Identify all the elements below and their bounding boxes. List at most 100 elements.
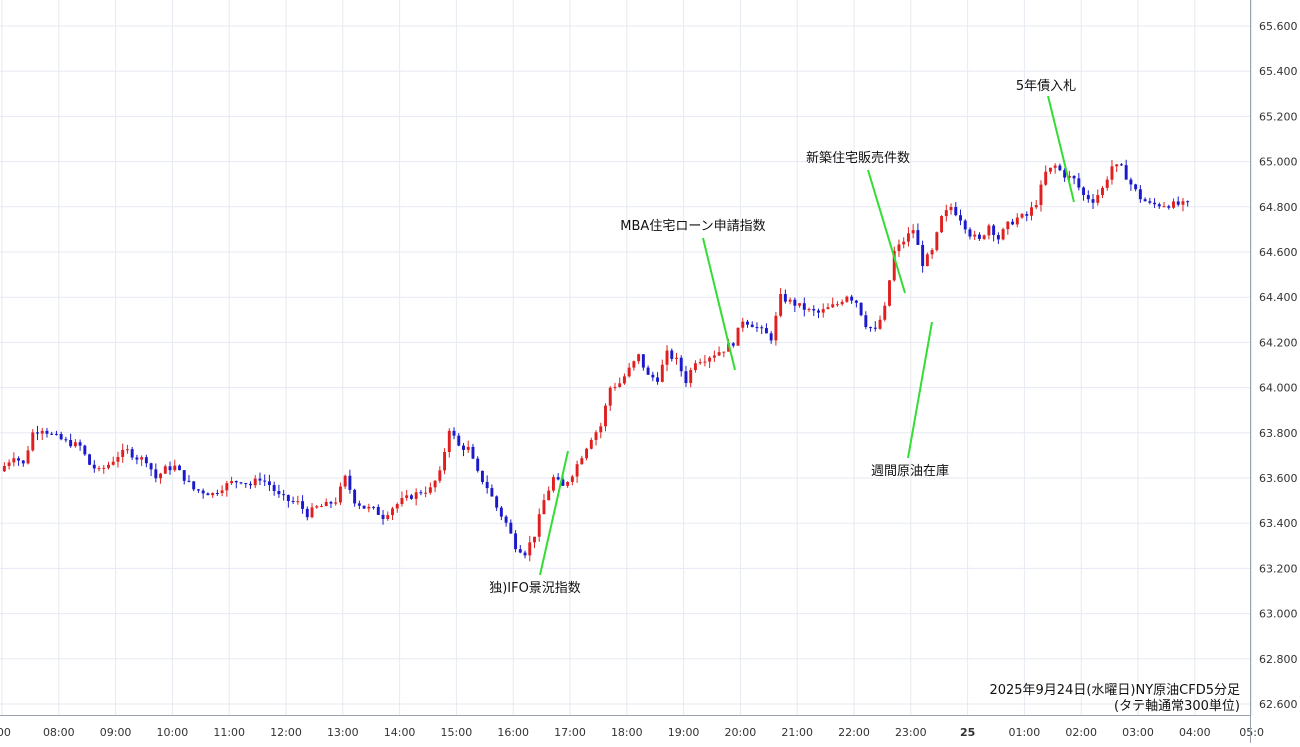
candle-body: [1119, 164, 1123, 166]
candle: [916, 223, 920, 245]
candle: [798, 303, 802, 308]
candle: [471, 443, 475, 460]
annotation-label: 週間原油在庫: [871, 464, 949, 479]
candle: [1181, 197, 1185, 212]
candle: [367, 503, 371, 513]
candle-body: [220, 490, 224, 494]
x-tick-label: 03:00: [1122, 726, 1154, 739]
y-tick-label: 65.200: [1259, 110, 1298, 123]
candle: [1020, 212, 1024, 219]
candle-body: [480, 470, 484, 482]
candle: [414, 488, 418, 506]
candle: [750, 321, 754, 328]
candle: [258, 472, 262, 486]
candle: [547, 486, 551, 501]
candle: [476, 456, 480, 473]
candle: [135, 454, 139, 465]
candle-body: [1077, 178, 1081, 188]
candle-body: [1129, 179, 1133, 185]
candle: [357, 500, 361, 510]
candle: [1167, 204, 1171, 210]
candle-body: [940, 216, 944, 233]
candle-body: [722, 351, 726, 353]
candle-body: [788, 299, 792, 302]
candle: [338, 482, 342, 506]
candle: [1015, 213, 1019, 228]
candle: [50, 431, 54, 436]
candle: [140, 455, 144, 467]
candle: [651, 371, 655, 382]
candle-body: [409, 495, 413, 499]
candle-body: [21, 460, 25, 464]
candle-body: [282, 494, 286, 496]
candle-body: [116, 456, 120, 462]
candle: [64, 436, 68, 443]
y-tick-label: 63.400: [1259, 517, 1298, 530]
candle: [353, 488, 357, 507]
candle-body: [992, 225, 996, 236]
x-tick-label: 12:00: [270, 726, 302, 739]
candle-body: [1006, 221, 1010, 230]
candle-body: [854, 300, 858, 303]
candle-body: [173, 465, 177, 471]
candle-body: [1105, 179, 1109, 188]
y-tick-label: 62.600: [1259, 698, 1298, 711]
candle-body: [59, 434, 63, 440]
candle: [116, 451, 120, 468]
candle: [253, 475, 257, 489]
candle-body: [466, 446, 470, 450]
candle-body: [921, 244, 925, 267]
candle-body: [376, 506, 380, 515]
candle-body: [329, 502, 333, 504]
candle-body: [12, 458, 16, 463]
candle-body: [973, 234, 977, 237]
candle: [987, 223, 991, 240]
candle: [589, 437, 593, 450]
candle: [883, 302, 887, 322]
annotation: 新築住宅販売件数: [806, 150, 910, 294]
x-tick-label: 04:00: [1179, 726, 1211, 739]
candle-body: [168, 466, 172, 471]
candle: [542, 493, 546, 515]
x-tick-label: 13:00: [327, 726, 359, 739]
candle: [954, 202, 958, 217]
candle: [443, 448, 447, 475]
candle: [1030, 201, 1033, 221]
candle: [495, 495, 499, 511]
candle: [59, 431, 63, 441]
candle: [1134, 183, 1138, 192]
candle: [783, 289, 787, 304]
candle: [968, 227, 972, 240]
x-tick-label: 25: [960, 726, 975, 739]
candle-body: [400, 497, 404, 505]
candle: [755, 322, 759, 332]
candle-body: [182, 470, 186, 481]
x-tick-label: 01:00: [1009, 726, 1041, 739]
candle: [703, 354, 707, 367]
candle: [187, 475, 191, 483]
candle: [684, 365, 688, 387]
candle-body: [343, 475, 347, 487]
candle-body: [845, 296, 849, 302]
candle-body: [130, 449, 134, 458]
candle-body: [760, 327, 764, 329]
candle: [277, 484, 281, 498]
candle: [447, 428, 451, 458]
candle: [712, 350, 716, 362]
candle-body: [187, 480, 191, 482]
candle-body: [230, 481, 234, 484]
candle: [982, 234, 986, 241]
candle-body: [1053, 165, 1057, 168]
candle-body: [641, 354, 645, 368]
annotation: MBA住宅ローン申請指数: [620, 219, 766, 371]
candle-body: [712, 355, 716, 358]
candle-body: [509, 522, 513, 534]
candle: [1001, 227, 1005, 241]
candle-body: [17, 458, 21, 461]
candle: [78, 439, 82, 451]
candle: [1124, 159, 1128, 180]
candle-body: [178, 465, 181, 471]
candle-body: [518, 549, 522, 553]
candle-body: [613, 386, 617, 388]
candle-body: [1138, 189, 1142, 200]
